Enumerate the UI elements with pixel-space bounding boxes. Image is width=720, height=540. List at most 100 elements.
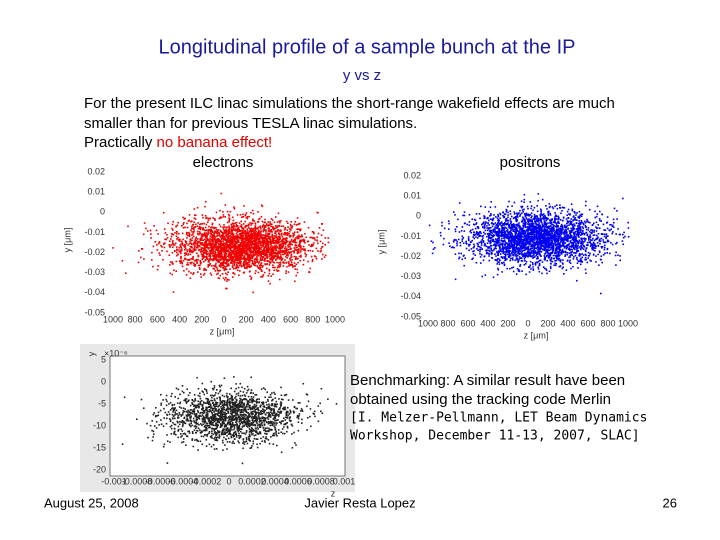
point (279, 249, 282, 251)
point (224, 230, 226, 233)
point (242, 231, 245, 234)
point (277, 269, 280, 272)
point (241, 242, 243, 245)
point (304, 233, 306, 235)
point (186, 258, 188, 261)
point (593, 229, 595, 232)
point (287, 253, 289, 256)
point (580, 220, 583, 222)
point (585, 247, 588, 249)
point (257, 211, 259, 213)
point (507, 222, 509, 224)
point (545, 234, 548, 237)
point (213, 227, 215, 230)
point (542, 242, 544, 244)
point (212, 247, 214, 249)
point (223, 279, 226, 281)
point (252, 232, 255, 234)
point (490, 226, 492, 229)
point (497, 239, 499, 242)
point (230, 223, 232, 226)
point (267, 221, 269, 223)
point (273, 251, 276, 254)
point (250, 265, 252, 267)
point (256, 233, 258, 236)
point (302, 263, 305, 266)
point (197, 247, 199, 249)
point (540, 219, 542, 222)
point (265, 239, 268, 242)
point (223, 232, 226, 235)
point (249, 237, 251, 240)
point (509, 233, 511, 235)
point (549, 222, 551, 225)
point (484, 226, 486, 228)
point (249, 222, 251, 224)
point (569, 214, 571, 216)
point (521, 206, 523, 209)
point (266, 254, 268, 257)
point (520, 248, 523, 251)
point (199, 245, 201, 248)
point (285, 247, 288, 250)
point (150, 233, 152, 235)
point (519, 240, 521, 243)
point (278, 266, 281, 268)
point (235, 253, 238, 256)
point (542, 235, 544, 237)
point (217, 230, 219, 233)
point (267, 245, 270, 248)
point (591, 231, 594, 233)
point (588, 235, 591, 238)
point (584, 240, 586, 242)
point (287, 233, 289, 235)
point (233, 237, 236, 239)
point (513, 241, 515, 244)
point (161, 250, 163, 252)
point (570, 253, 572, 256)
point (236, 269, 239, 271)
point (566, 210, 569, 213)
point (228, 220, 230, 223)
point (157, 265, 160, 267)
point (249, 241, 252, 243)
point (232, 252, 234, 254)
point (518, 256, 521, 258)
point (121, 260, 124, 262)
point (544, 256, 546, 259)
point (207, 248, 210, 250)
point (501, 257, 504, 259)
point (310, 255, 313, 258)
point (588, 208, 591, 211)
point (278, 252, 281, 254)
point (532, 209, 534, 212)
point (236, 254, 238, 257)
point (262, 253, 265, 255)
point (504, 259, 507, 261)
point (527, 223, 529, 225)
point (541, 198, 544, 201)
point (474, 254, 476, 256)
point (488, 255, 490, 257)
point (219, 256, 222, 259)
point (264, 246, 267, 248)
point (244, 214, 246, 217)
point (171, 273, 174, 276)
point (560, 212, 562, 215)
point (557, 235, 559, 237)
x-tick-label: 600 (150, 314, 165, 324)
point (559, 204, 561, 206)
point (486, 229, 489, 232)
point (315, 256, 317, 258)
point (510, 232, 512, 234)
point (515, 245, 517, 248)
point (229, 248, 232, 250)
point (153, 225, 155, 227)
point (298, 252, 300, 254)
point (532, 269, 535, 271)
point (294, 280, 296, 283)
point (259, 233, 262, 236)
point (554, 260, 556, 262)
point (192, 231, 195, 233)
point (554, 205, 556, 208)
